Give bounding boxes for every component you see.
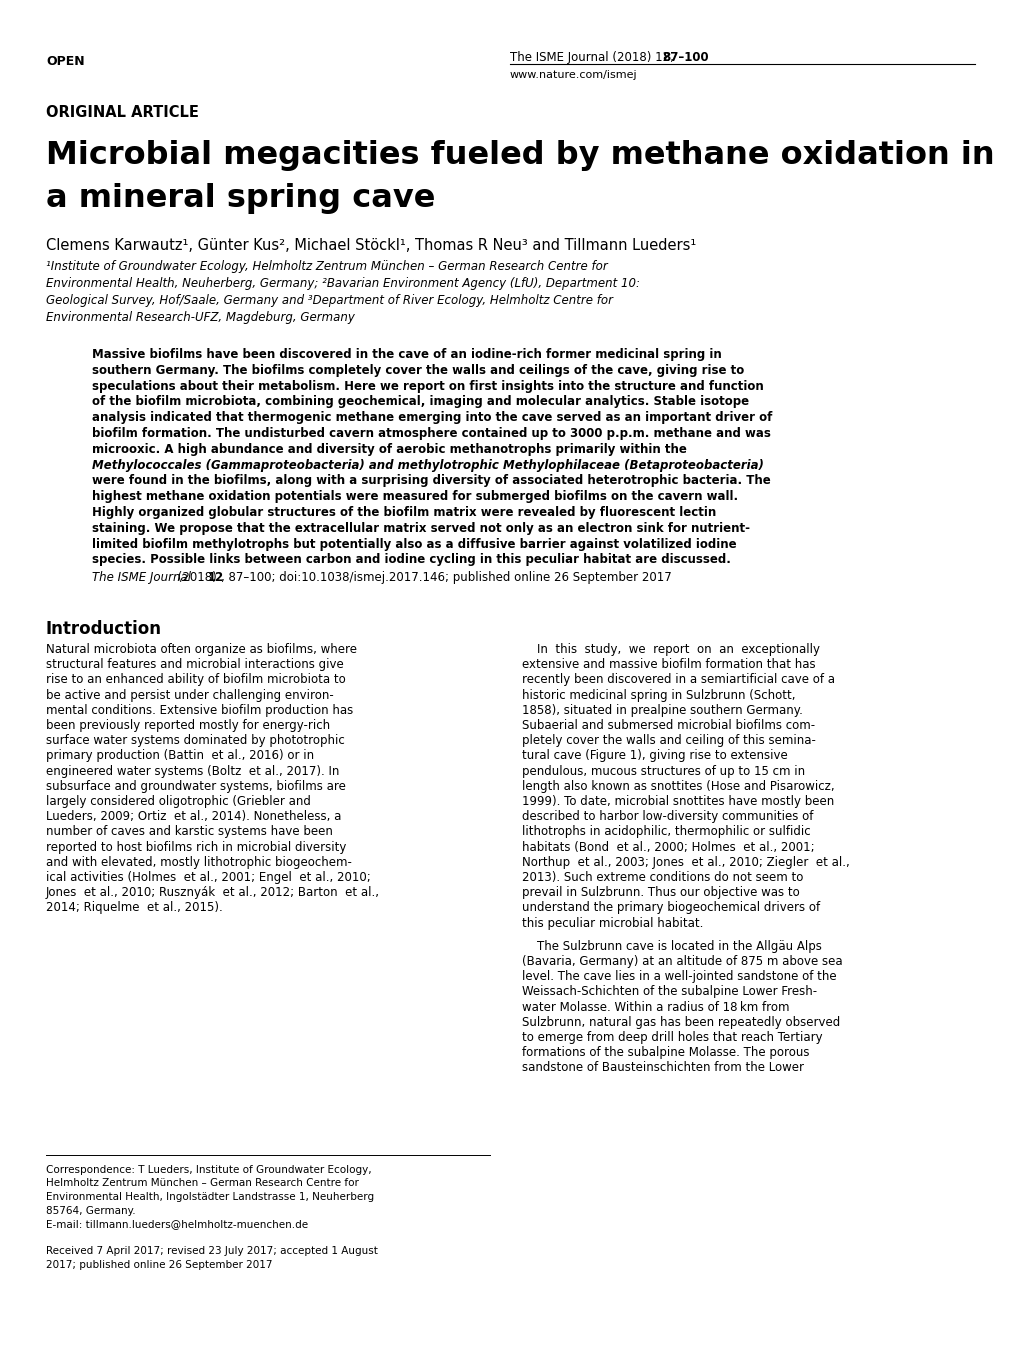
Text: 87–100: 87–100 bbox=[661, 51, 708, 64]
Text: a mineral spring cave: a mineral spring cave bbox=[46, 183, 435, 214]
Text: Geological Survey, Hof/Saale, Germany and ³Department of River Ecology, Helmholt: Geological Survey, Hof/Saale, Germany an… bbox=[46, 294, 612, 308]
Text: sandstone of Bausteinschichten from the Lower: sandstone of Bausteinschichten from the … bbox=[522, 1061, 803, 1075]
Text: to emerge from deep drill holes that reach Tertiary: to emerge from deep drill holes that rea… bbox=[522, 1031, 821, 1043]
Text: 12: 12 bbox=[208, 572, 224, 584]
Text: 1999). To date, microbial snottites have mostly been: 1999). To date, microbial snottites have… bbox=[522, 795, 834, 808]
Text: species. Possible links between carbon and iodine cycling in this peculiar habit: species. Possible links between carbon a… bbox=[92, 553, 731, 566]
Text: lithotrophs in acidophilic, thermophilic or sulfidic: lithotrophs in acidophilic, thermophilic… bbox=[522, 825, 810, 839]
Text: of the biofilm microbiota, combining geochemical, imaging and molecular analytic: of the biofilm microbiota, combining geo… bbox=[92, 396, 748, 408]
Text: described to harbor low-diversity communities of: described to harbor low-diversity commun… bbox=[522, 810, 812, 824]
Text: prevail in Sulzbrunn. Thus our objective was to: prevail in Sulzbrunn. Thus our objective… bbox=[522, 886, 799, 900]
Text: 1858), situated in prealpine southern Germany.: 1858), situated in prealpine southern Ge… bbox=[522, 703, 802, 717]
Text: Sulzbrunn, natural gas has been repeatedly observed: Sulzbrunn, natural gas has been repeated… bbox=[522, 1016, 840, 1028]
Text: The ISME Journal: The ISME Journal bbox=[92, 572, 191, 584]
Text: Lueders, 2009; Ortiz  et al., 2014). Nonetheless, a: Lueders, 2009; Ortiz et al., 2014). None… bbox=[46, 810, 341, 824]
Text: biofilm formation. The undisturbed cavern atmosphere contained up to 3000 p.p.m.: biofilm formation. The undisturbed caver… bbox=[92, 427, 770, 440]
Text: OPEN: OPEN bbox=[46, 56, 85, 68]
Text: understand the primary biogeochemical drivers of: understand the primary biogeochemical dr… bbox=[522, 901, 819, 915]
Text: and with elevated, mostly lithotrophic biogeochem-: and with elevated, mostly lithotrophic b… bbox=[46, 856, 352, 869]
Text: historic medicinal spring in Sulzbrunn (Schott,: historic medicinal spring in Sulzbrunn (… bbox=[522, 688, 795, 702]
Text: In  this  study,  we  report  on  an  exceptionally: In this study, we report on an exception… bbox=[522, 644, 819, 656]
Text: engineered water systems (Boltz  et al., 2017). In: engineered water systems (Boltz et al., … bbox=[46, 764, 339, 778]
Text: were found in the biofilms, along with a surprising diversity of associated hete: were found in the biofilms, along with a… bbox=[92, 474, 770, 488]
Text: Highly organized globular structures of the biofilm matrix were revealed by fluo: Highly organized globular structures of … bbox=[92, 505, 715, 519]
Text: reported to host biofilms rich in microbial diversity: reported to host biofilms rich in microb… bbox=[46, 840, 346, 854]
Text: analysis indicated that thermogenic methane emerging into the cave served as an : analysis indicated that thermogenic meth… bbox=[92, 411, 771, 424]
Text: formations of the subalpine Molasse. The porous: formations of the subalpine Molasse. The… bbox=[522, 1046, 809, 1060]
Text: subsurface and groundwater systems, biofilms are: subsurface and groundwater systems, biof… bbox=[46, 779, 345, 793]
Text: highest methane oxidation potentials were measured for submerged biofilms on the: highest methane oxidation potentials wer… bbox=[92, 491, 738, 503]
Text: southern Germany. The biofilms completely cover the walls and ceilings of the ca: southern Germany. The biofilms completel… bbox=[92, 363, 744, 377]
Text: www.nature.com/ismej: www.nature.com/ismej bbox=[510, 70, 637, 80]
Text: Jones  et al., 2010; Rusznyák  et al., 2012; Barton  et al.,: Jones et al., 2010; Rusznyák et al., 201… bbox=[46, 886, 380, 900]
Text: ¹Institute of Groundwater Ecology, Helmholtz Zentrum München – German Research C: ¹Institute of Groundwater Ecology, Helmh… bbox=[46, 260, 607, 272]
Text: length also known as snottites (Hose and Pisarowicz,: length also known as snottites (Hose and… bbox=[522, 779, 834, 793]
Text: limited biofilm methylotrophs but potentially also as a diffusive barrier agains: limited biofilm methylotrophs but potent… bbox=[92, 538, 736, 550]
Text: ORIGINAL ARTICLE: ORIGINAL ARTICLE bbox=[46, 104, 199, 121]
Text: Methylococcales (Gammaproteobacteria) and methylotrophic Methylophilaceae (Betap: Methylococcales (Gammaproteobacteria) an… bbox=[92, 458, 763, 472]
Text: pletely cover the walls and ceiling of this semina-: pletely cover the walls and ceiling of t… bbox=[522, 734, 815, 747]
Text: (Bavaria, Germany) at an altitude of 875 m above sea: (Bavaria, Germany) at an altitude of 875… bbox=[522, 955, 842, 967]
Text: rise to an enhanced ability of biofilm microbiota to: rise to an enhanced ability of biofilm m… bbox=[46, 673, 345, 687]
Text: water Molasse. Within a radius of 18 km from: water Molasse. Within a radius of 18 km … bbox=[522, 1000, 789, 1014]
Text: The Sulzbrunn cave is located in the Allgäu Alps: The Sulzbrunn cave is located in the All… bbox=[522, 940, 821, 953]
Text: microoxic. A high abundance and diversity of aerobic methanotrophs primarily wit: microoxic. A high abundance and diversit… bbox=[92, 443, 686, 455]
Text: Helmholtz Zentrum München – German Research Centre for: Helmholtz Zentrum München – German Resea… bbox=[46, 1179, 359, 1188]
Text: been previously reported mostly for energy-rich: been previously reported mostly for ener… bbox=[46, 720, 330, 732]
Text: Correspondence: T Lueders, Institute of Groundwater Ecology,: Correspondence: T Lueders, Institute of … bbox=[46, 1165, 371, 1175]
Text: speculations about their metabolism. Here we report on first insights into the s: speculations about their metabolism. Her… bbox=[92, 379, 763, 393]
Text: pendulous, mucous structures of up to 15 cm in: pendulous, mucous structures of up to 15… bbox=[522, 764, 804, 778]
Text: Environmental Research-UFZ, Magdeburg, Germany: Environmental Research-UFZ, Magdeburg, G… bbox=[46, 312, 355, 324]
Text: Massive biofilms have been discovered in the cave of an iodine-rich former medic: Massive biofilms have been discovered in… bbox=[92, 348, 721, 360]
Text: surface water systems dominated by phototrophic: surface water systems dominated by photo… bbox=[46, 734, 344, 747]
Text: Environmental Health, Neuherberg, Germany; ²Bavarian Environment Agency (LfU), D: Environmental Health, Neuherberg, German… bbox=[46, 276, 639, 290]
Text: 2013). Such extreme conditions do not seem to: 2013). Such extreme conditions do not se… bbox=[522, 871, 803, 883]
Text: be active and persist under challenging environ-: be active and persist under challenging … bbox=[46, 688, 333, 702]
Text: ical activities (Holmes  et al., 2001; Engel  et al., 2010;: ical activities (Holmes et al., 2001; En… bbox=[46, 871, 370, 883]
Text: mental conditions. Extensive biofilm production has: mental conditions. Extensive biofilm pro… bbox=[46, 703, 353, 717]
Text: Northup  et al., 2003; Jones  et al., 2010; Ziegler  et al.,: Northup et al., 2003; Jones et al., 2010… bbox=[522, 856, 849, 869]
Text: habitats (Bond  et al., 2000; Holmes  et al., 2001;: habitats (Bond et al., 2000; Holmes et a… bbox=[522, 840, 814, 854]
Text: (2018): (2018) bbox=[174, 572, 220, 584]
Text: 85764, Germany.: 85764, Germany. bbox=[46, 1206, 136, 1215]
Text: Microbial megacities fueled by methane oxidation in: Microbial megacities fueled by methane o… bbox=[46, 140, 994, 171]
Text: Environmental Health, Ingolstädter Landstrasse 1, Neuherberg: Environmental Health, Ingolstädter Lands… bbox=[46, 1192, 374, 1202]
Text: structural features and microbial interactions give: structural features and microbial intera… bbox=[46, 659, 343, 671]
Text: Introduction: Introduction bbox=[46, 621, 162, 638]
Text: extensive and massive biofilm formation that has: extensive and massive biofilm formation … bbox=[522, 659, 815, 671]
Text: largely considered oligotrophic (Griebler and: largely considered oligotrophic (Grieble… bbox=[46, 795, 311, 808]
Text: level. The cave lies in a well-jointed sandstone of the: level. The cave lies in a well-jointed s… bbox=[522, 970, 836, 984]
Text: tural cave (Figure 1), giving rise to extensive: tural cave (Figure 1), giving rise to ex… bbox=[522, 749, 787, 763]
Text: , 87–100; doi:10.1038/ismej.2017.146; published online 26 September 2017: , 87–100; doi:10.1038/ismej.2017.146; pu… bbox=[221, 572, 672, 584]
Text: number of caves and karstic systems have been: number of caves and karstic systems have… bbox=[46, 825, 332, 839]
Text: primary production (Battin  et al., 2016) or in: primary production (Battin et al., 2016)… bbox=[46, 749, 314, 763]
Text: E-mail: tillmann.lueders@helmholtz-muenchen.de: E-mail: tillmann.lueders@helmholtz-muenc… bbox=[46, 1220, 308, 1229]
Text: The ISME Journal (2018) 12,: The ISME Journal (2018) 12, bbox=[510, 51, 677, 64]
Text: recently been discovered in a semiartificial cave of a: recently been discovered in a semiartifi… bbox=[522, 673, 835, 687]
Text: staining. We propose that the extracellular matrix served not only as an electro: staining. We propose that the extracellu… bbox=[92, 522, 749, 535]
Text: 2014; Riquelme  et al., 2015).: 2014; Riquelme et al., 2015). bbox=[46, 901, 222, 915]
Text: Weissach-Schichten of the subalpine Lower Fresh-: Weissach-Schichten of the subalpine Lowe… bbox=[522, 985, 816, 999]
Text: this peculiar microbial habitat.: this peculiar microbial habitat. bbox=[522, 916, 703, 930]
Text: Subaerial and submersed microbial biofilms com-: Subaerial and submersed microbial biofil… bbox=[522, 720, 814, 732]
Text: Received 7 April 2017; revised 23 July 2017; accepted 1 August: Received 7 April 2017; revised 23 July 2… bbox=[46, 1247, 377, 1256]
Text: Natural microbiota often organize as biofilms, where: Natural microbiota often organize as bio… bbox=[46, 644, 357, 656]
Text: Clemens Karwautz¹, Günter Kus², Michael Stöckl¹, Thomas R Neu³ and Tillmann Lued: Clemens Karwautz¹, Günter Kus², Michael … bbox=[46, 238, 696, 253]
Text: 2017; published online 26 September 2017: 2017; published online 26 September 2017 bbox=[46, 1260, 272, 1270]
